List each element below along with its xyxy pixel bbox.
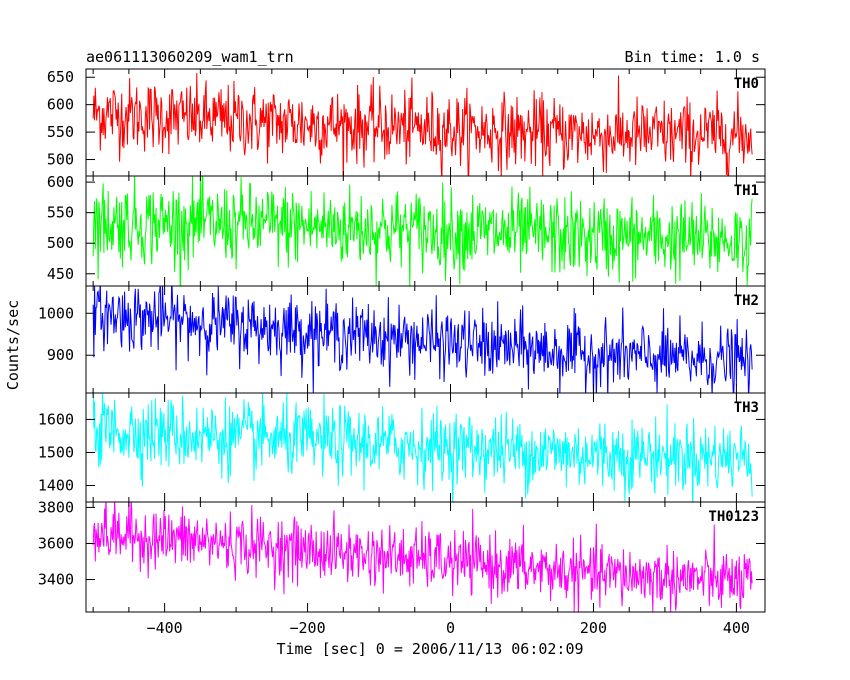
y-tick-label: 900: [47, 346, 74, 364]
y-tick-label: 550: [47, 123, 74, 141]
y-tick-label: 1600: [38, 410, 74, 428]
x-tick-label: 200: [580, 619, 607, 637]
y-tick-label: 1500: [38, 443, 74, 461]
panel-label: TH1: [734, 183, 759, 199]
bin-time-label: Bin time: 1.0 s: [625, 48, 760, 66]
series-line-th0: [92, 73, 753, 176]
x-tick-label: 0: [446, 619, 455, 637]
panel-th0: 500 550 600 650 TH0: [47, 68, 766, 177]
y-tick-label: 3400: [38, 571, 74, 589]
panel-th2: 900 1000 TH2: [38, 285, 766, 394]
y-tick-label: 1000: [38, 304, 74, 322]
panels-group: 500 550 600 650 TH0 450 500 550 600 TH1 900 1000 TH2…: [38, 68, 766, 637]
y-tick-label: 600: [47, 173, 74, 191]
y-tick-label: 600: [47, 96, 74, 114]
panel-label: TH3: [734, 400, 759, 416]
y-tick-label: 3800: [38, 498, 74, 516]
series-line-th3: [92, 393, 753, 502]
x-tick-label: −200: [290, 619, 326, 637]
y-axis-label: Counts/sec: [4, 300, 22, 390]
series-line-th1: [92, 176, 753, 286]
y-tick-label: 500: [47, 151, 74, 169]
panel-label: TH0: [734, 76, 759, 92]
y-tick-label: 500: [47, 234, 74, 252]
panel-th0123: 3400 3600 3800 TH0123: [38, 498, 766, 613]
panel-th3: 1400 1500 1600 TH3: [38, 392, 766, 503]
series-line-th0123: [92, 502, 753, 612]
x-tick-label: −400: [147, 619, 183, 637]
y-tick-label: 550: [47, 204, 74, 222]
series-line-th2: [92, 286, 753, 393]
panel-label: TH2: [734, 293, 759, 309]
panel-frame: [85, 68, 766, 177]
y-tick-label: 450: [47, 265, 74, 283]
y-tick-label: 3600: [38, 534, 74, 552]
y-tick-label: 1400: [38, 476, 74, 494]
y-tick-label: 650: [47, 68, 74, 86]
x-tick-label: 400: [723, 619, 750, 637]
panel-frame: [85, 501, 766, 613]
chart-title: ae061113060209_wam1_trn: [86, 48, 294, 66]
x-axis-label: Time [sec] 0 = 2006/11/13 06:02:09: [276, 640, 583, 658]
panel-th1: 450 500 550 600 TH1: [47, 173, 766, 287]
panel-label: TH0123: [708, 509, 759, 525]
